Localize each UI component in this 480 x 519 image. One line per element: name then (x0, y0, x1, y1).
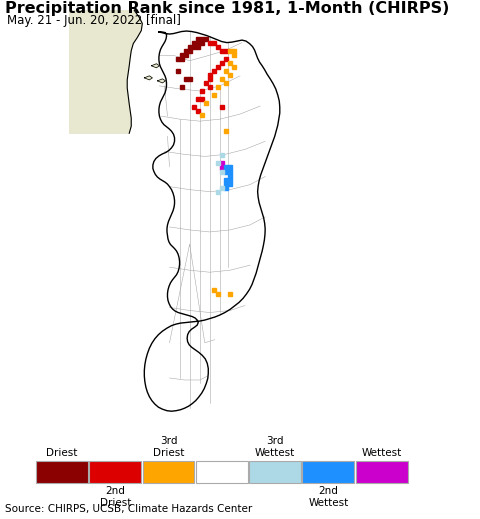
Bar (224, 182, 228, 186)
Polygon shape (157, 79, 166, 83)
FancyBboxPatch shape (196, 461, 248, 483)
Bar (228, 73, 232, 77)
Bar (228, 49, 232, 53)
Bar (220, 77, 224, 81)
Text: 3rd
Wettest: 3rd Wettest (255, 436, 295, 458)
Bar (192, 105, 196, 109)
Bar (208, 77, 212, 81)
Bar (200, 40, 204, 45)
Bar (196, 45, 200, 49)
Bar (220, 186, 224, 189)
Bar (232, 65, 236, 69)
Bar (228, 292, 232, 296)
Bar (228, 182, 232, 186)
Bar (176, 69, 180, 73)
Bar (188, 77, 192, 81)
Bar (224, 81, 228, 85)
Bar (212, 40, 216, 45)
Bar (220, 49, 224, 53)
Bar (216, 45, 220, 49)
Polygon shape (144, 76, 152, 80)
Bar (212, 289, 216, 292)
Bar (212, 93, 216, 97)
Bar (220, 170, 224, 173)
Text: Wettest: Wettest (361, 448, 402, 458)
Text: Source: CHIRPS, UCSB, Climate Hazards Center: Source: CHIRPS, UCSB, Climate Hazards Ce… (5, 504, 252, 514)
Bar (224, 166, 228, 170)
Bar (216, 85, 220, 89)
Bar (224, 177, 228, 182)
Bar (216, 189, 220, 194)
Polygon shape (144, 31, 280, 411)
Bar (192, 45, 196, 49)
Bar (204, 36, 208, 40)
Bar (200, 36, 204, 40)
Bar (224, 69, 228, 73)
Bar (188, 45, 192, 49)
Bar (216, 292, 220, 296)
Bar (220, 61, 224, 65)
Bar (212, 69, 216, 73)
Bar (204, 101, 208, 105)
Bar (180, 57, 184, 61)
Bar (216, 161, 220, 166)
Text: May. 21 - Jun. 20, 2022 [final]: May. 21 - Jun. 20, 2022 [final] (7, 14, 181, 27)
Bar (224, 170, 228, 173)
Bar (180, 85, 184, 89)
Text: 2nd
Wettest: 2nd Wettest (308, 486, 348, 508)
Bar (184, 77, 188, 81)
Bar (180, 53, 184, 57)
Bar (208, 85, 212, 89)
Bar (220, 166, 224, 170)
Bar (232, 53, 236, 57)
Bar (228, 173, 232, 177)
FancyBboxPatch shape (302, 461, 354, 483)
Bar (196, 97, 200, 101)
Bar (176, 57, 180, 61)
Bar (200, 97, 204, 101)
Bar (232, 49, 236, 53)
Bar (188, 49, 192, 53)
FancyBboxPatch shape (36, 461, 88, 483)
Bar (184, 49, 188, 53)
FancyBboxPatch shape (249, 461, 301, 483)
Bar (192, 40, 196, 45)
Bar (208, 40, 212, 45)
Bar (224, 129, 228, 133)
Bar (204, 81, 208, 85)
Bar (224, 49, 228, 53)
FancyBboxPatch shape (143, 461, 194, 483)
Bar (228, 166, 232, 170)
Bar (228, 177, 232, 182)
Bar (220, 105, 224, 109)
Bar (228, 170, 232, 173)
Bar (228, 61, 232, 65)
Bar (184, 53, 188, 57)
Bar (220, 161, 224, 166)
Bar (200, 113, 204, 117)
Bar (196, 40, 200, 45)
Text: Driest: Driest (46, 448, 78, 458)
FancyBboxPatch shape (356, 461, 408, 483)
FancyBboxPatch shape (89, 461, 141, 483)
Text: 3rd
Driest: 3rd Driest (153, 436, 184, 458)
Polygon shape (151, 64, 159, 68)
Bar (224, 186, 228, 189)
Text: Precipitation Rank since 1981, 1-Month (CHIRPS): Precipitation Rank since 1981, 1-Month (… (5, 1, 449, 16)
Text: 2nd
Driest: 2nd Driest (99, 486, 131, 508)
Bar (196, 109, 200, 113)
Bar (208, 73, 212, 77)
Bar (216, 65, 220, 69)
Polygon shape (69, 10, 142, 133)
Bar (196, 36, 200, 40)
Bar (224, 57, 228, 61)
Bar (220, 154, 224, 157)
Bar (200, 89, 204, 93)
